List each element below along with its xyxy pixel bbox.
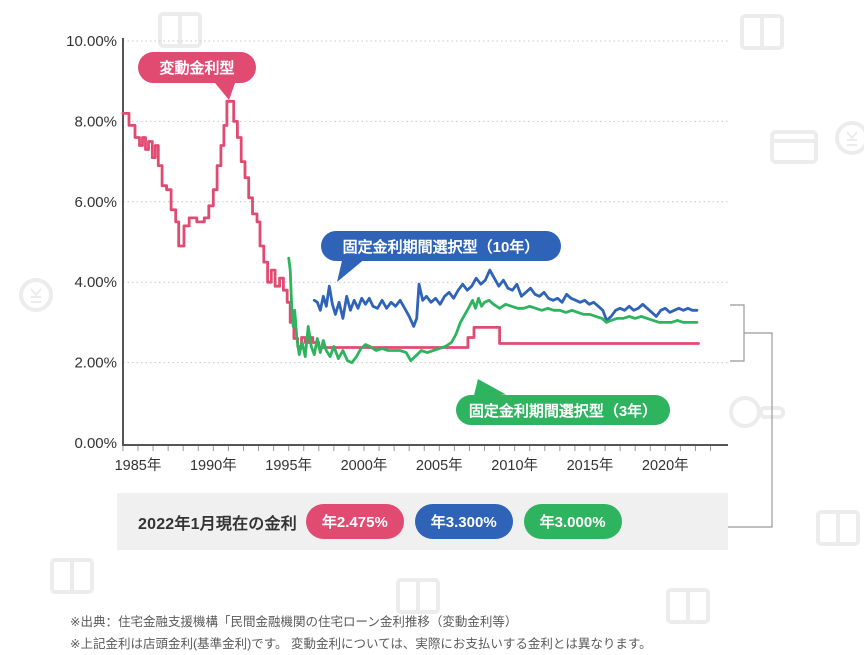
x-tick-label: 2020年	[642, 457, 689, 474]
y-tick-label: 6.00%	[74, 194, 117, 211]
y-tick-label: 4.00%	[74, 274, 117, 291]
x-tick-label: 1985年	[115, 457, 162, 474]
callout-variable-rate: 変動金利型	[138, 52, 256, 100]
watermark-magnifier-icon	[729, 396, 785, 428]
footnote-source: ※出典：住宅金融支援機構「民間金融機関の住宅ローン金利推移（変動金利等）	[70, 615, 518, 629]
x-tick-label: 1990年	[190, 457, 237, 474]
watermark-box-icon	[666, 588, 710, 624]
watermark-box-icon	[816, 510, 860, 546]
x-tick-label: 2005年	[416, 457, 463, 474]
current-rate-panel: 2022年1月現在の金利 年2.475% 年3.300% 年3.000%	[117, 493, 728, 550]
watermark-coin-icon	[19, 278, 53, 312]
watermark-box-icon	[396, 578, 440, 614]
badge-variable-rate: 年2.475%	[305, 504, 404, 539]
y-tick-label: 8.00%	[74, 113, 117, 130]
watermark-box-icon	[740, 14, 784, 50]
callout-fixed-10yr-label: 固定金利期間選択型（10年）	[342, 238, 540, 256]
x-tick-label: 1995年	[265, 457, 312, 474]
badge-fixed-10yr-rate: 年3.300%	[414, 504, 513, 539]
watermark-box-icon	[50, 558, 94, 594]
callout-fixed-3yr-label: 固定金利期間選択型（3年）	[468, 402, 658, 420]
footnote-disclaimer: ※上記金利は店頭金利(基準金利)です。 変動金利については、実際にお支払いする金…	[70, 637, 652, 651]
watermark-box-icon	[158, 12, 202, 48]
y-tick-label: 2.00%	[74, 355, 117, 372]
footnotes: ※出典：住宅金融支援機構「民間金融機関の住宅ローン金利推移（変動金利等） ※上記…	[70, 611, 652, 655]
watermark-coin-icon	[835, 121, 864, 155]
series-line-1	[312, 268, 699, 328]
x-tick-label: 2010年	[491, 457, 538, 474]
callout-fixed-10yr: 固定金利期間選択型（10年）	[321, 231, 561, 282]
badge-fixed-3yr-rate: 年3.000%	[523, 504, 622, 539]
x-tick-label: 2000年	[341, 457, 388, 474]
current-rate-badges: 年2.475% 年3.300% 年3.000%	[305, 504, 622, 539]
y-tick-label: 0.00%	[74, 435, 117, 452]
callout-variable-rate-label: 変動金利型	[159, 60, 235, 77]
endpoint-bracket-connector	[728, 304, 773, 528]
series-line-2	[287, 256, 699, 364]
current-rate-title: 2022年1月現在の金利	[138, 515, 297, 533]
series-line-0	[121, 99, 700, 349]
callout-fixed-3yr: 固定金利期間選択型（3年）	[456, 379, 670, 425]
y-tick-label: 10.00%	[66, 33, 117, 50]
x-tick-label: 2015年	[567, 457, 614, 474]
watermark-card-icon	[770, 130, 818, 164]
